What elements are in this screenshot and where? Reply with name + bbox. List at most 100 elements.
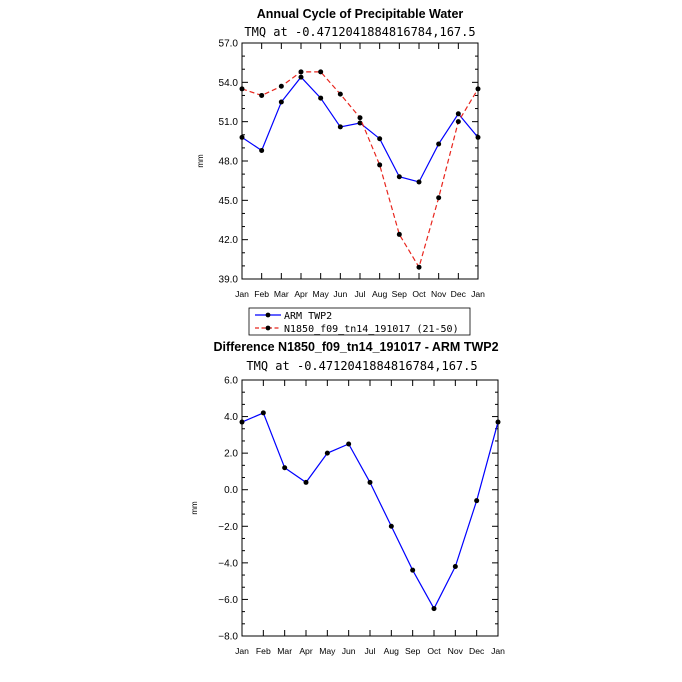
top-ytick-label: 48.0 — [219, 157, 239, 168]
top-xtick-label: Jul — [355, 289, 366, 299]
bot-ytick-label: −4.0 — [218, 558, 238, 569]
bot-series-0-point — [452, 564, 458, 570]
top-series-0-point — [396, 174, 402, 180]
bot-ytick-label: 0.0 — [224, 485, 238, 496]
legend-label-arm: ARM TWP2 — [284, 311, 332, 322]
bot-series-0-point — [260, 410, 266, 416]
top-series-1-point — [475, 86, 481, 92]
chart-bottom-x-ticks: Jan Feb Mar Apr May Jun Jul Aug Sep Oct Nov Dec Jan — [235, 380, 505, 656]
top-series-1-point — [377, 162, 383, 168]
chart-top: Annual Cycle of Precipitable Water TMQ a… — [196, 7, 485, 336]
bot-xtick-label: Jul — [365, 646, 376, 656]
top-series-1-point — [318, 69, 324, 75]
bot-xtick-label: Sep — [405, 646, 421, 656]
top-series-1-point — [455, 119, 461, 125]
bot-xtick-label: Jan — [235, 646, 249, 656]
bot-series-0-point — [474, 498, 480, 504]
bot-xtick-label: Jan — [491, 646, 505, 656]
bot-series-0-point — [388, 523, 394, 529]
chart-bottom-series — [239, 410, 501, 612]
top-series-1-point — [396, 231, 402, 237]
top-xtick-label: Jun — [333, 289, 347, 299]
chart-top-x-ticks: Jan Feb Mar Apr May Jun Jul Aug Sep Oct Nov Dec Jan — [235, 43, 485, 299]
top-xtick-label: Mar — [274, 289, 289, 299]
top-series-1-point — [436, 195, 442, 201]
bot-xtick-label: May — [319, 646, 336, 656]
bot-ytick-label: −6.0 — [218, 595, 238, 606]
bot-xtick-label: Nov — [448, 646, 464, 656]
chart-bottom-subtitle: TMQ at -0.4712041884816784,167.5 — [246, 359, 477, 373]
bot-xtick-label: Mar — [277, 646, 292, 656]
top-series-0-point — [436, 141, 442, 147]
bot-xtick-label: Aug — [384, 646, 400, 656]
top-series-0-point — [259, 148, 265, 154]
bot-series-0-point — [346, 441, 352, 447]
bot-xtick-label: Jun — [342, 646, 356, 656]
top-series-1-point — [416, 264, 422, 270]
bot-xtick-label: Oct — [427, 646, 441, 656]
top-series-0-point — [455, 111, 461, 117]
top-ytick-label: 39.0 — [219, 275, 239, 286]
chart-top-plot-frame — [241, 42, 479, 280]
bot-series-0-point — [367, 479, 373, 485]
bot-xtick-label: Dec — [469, 646, 485, 656]
top-series-line-0 — [241, 76, 479, 183]
top-series-1-point — [278, 83, 284, 89]
top-series-0-point — [416, 179, 422, 185]
chart-top-y-ticks: 57.0 54.0 51.0 48.0 45.0 42.0 39.0 — [219, 39, 478, 286]
top-ytick-label: 45.0 — [219, 196, 239, 207]
top-xtick-label: Nov — [431, 289, 447, 299]
bot-ytick-label: −2.0 — [218, 522, 238, 533]
chart-bottom-ylabel: mm — [190, 501, 199, 515]
chart-top-ylabel: mm — [196, 154, 205, 168]
top-series-0-point — [239, 134, 245, 140]
top-series-1-point — [259, 92, 265, 98]
top-xtick-label: Apr — [294, 289, 308, 299]
chart-top-series — [239, 69, 481, 270]
bot-ytick-label: 4.0 — [224, 412, 238, 423]
bot-series-line-0 — [241, 412, 499, 610]
bot-ytick-label: −8.0 — [218, 632, 238, 643]
top-ytick-label: 57.0 — [219, 39, 239, 50]
chart-top-legend: ARM TWP2 N1850_f09_tn14_191017 (21-50) — [248, 307, 471, 336]
top-xtick-label: Jan — [471, 289, 485, 299]
top-series-0-point — [298, 74, 304, 80]
top-ytick-label: 42.0 — [219, 235, 239, 246]
chart-top-title: Annual Cycle of Precipitable Water — [257, 7, 464, 21]
top-series-line-1 — [241, 71, 479, 269]
top-xtick-label: Aug — [372, 289, 388, 299]
top-series-1-point — [357, 115, 363, 121]
bot-ytick-label: 2.0 — [224, 449, 238, 460]
top-xtick-label: Oct — [412, 289, 426, 299]
top-series-1-point — [239, 86, 245, 92]
bot-series-0-point — [324, 450, 330, 456]
bot-series-0-point — [282, 465, 288, 471]
top-xtick-label: May — [313, 289, 330, 299]
chart-bottom-title: Difference N1850_f09_tn14_191017 - ARM T… — [213, 340, 498, 354]
top-series-0-point — [278, 99, 284, 105]
bot-series-0-point — [239, 419, 245, 425]
chart-top-subtitle: TMQ at -0.4712041884816784,167.5 — [244, 25, 475, 39]
top-ytick-label: 54.0 — [219, 78, 239, 89]
top-series-0-point — [318, 95, 324, 101]
bot-series-0-point — [410, 567, 416, 573]
bot-series-0-point — [431, 606, 437, 612]
top-ytick-label: 51.0 — [219, 117, 239, 128]
bot-series-0-point — [495, 419, 501, 425]
top-series-0-point — [377, 136, 383, 142]
top-xtick-label: Sep — [392, 289, 408, 299]
legend-label-model: N1850_f09_tn14_191017 (21-50) — [284, 324, 459, 335]
top-series-1-point — [337, 91, 343, 97]
top-series-1-point — [298, 69, 304, 75]
top-xtick-label: Feb — [254, 289, 269, 299]
chart-bottom-plot-frame — [241, 379, 499, 637]
top-series-0-point — [475, 134, 481, 140]
chart-bottom-y-ticks: 6.0 4.0 2.0 0.0 −2.0 −4.0 −6.0 −8.0 — [218, 376, 498, 643]
chart-bottom: Difference N1850_f09_tn14_191017 - ARM T… — [190, 340, 505, 656]
top-series-0-point — [337, 124, 343, 130]
top-xtick-label: Dec — [451, 289, 467, 299]
bot-series-0-point — [303, 479, 309, 485]
legend-marker-model — [265, 325, 271, 331]
legend-frame — [248, 307, 471, 336]
